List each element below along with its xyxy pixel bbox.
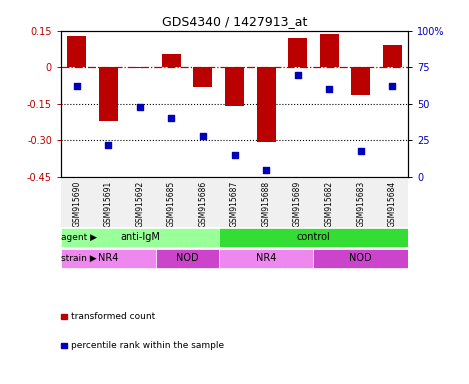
Point bbox=[231, 152, 238, 158]
Bar bbox=[320, 34, 339, 67]
Point bbox=[388, 83, 396, 89]
Text: NR4: NR4 bbox=[98, 253, 119, 263]
Bar bbox=[61, 249, 156, 268]
Text: GSM915685: GSM915685 bbox=[167, 181, 176, 227]
Text: transformed count: transformed count bbox=[71, 312, 155, 321]
Point bbox=[325, 86, 333, 92]
Point bbox=[294, 71, 302, 78]
Text: anti-IgM: anti-IgM bbox=[120, 232, 160, 242]
Text: control: control bbox=[296, 232, 330, 242]
Text: GSM915690: GSM915690 bbox=[72, 181, 81, 227]
Bar bbox=[156, 249, 219, 268]
Text: agent ▶: agent ▶ bbox=[61, 233, 97, 242]
Text: GSM915688: GSM915688 bbox=[262, 181, 271, 227]
Text: GSM915692: GSM915692 bbox=[136, 181, 144, 227]
Bar bbox=[383, 45, 402, 67]
Bar bbox=[162, 54, 181, 67]
Point bbox=[73, 83, 81, 89]
Point bbox=[262, 167, 270, 173]
Point bbox=[199, 133, 207, 139]
Bar bbox=[257, 67, 275, 142]
Bar bbox=[225, 67, 244, 106]
Text: GSM915684: GSM915684 bbox=[388, 181, 397, 227]
Point bbox=[357, 147, 364, 154]
Text: percentile rank within the sample: percentile rank within the sample bbox=[71, 341, 224, 350]
Bar bbox=[67, 36, 86, 67]
Point bbox=[136, 104, 144, 110]
Text: strain ▶: strain ▶ bbox=[61, 254, 97, 263]
Point bbox=[105, 142, 112, 148]
Text: GSM915689: GSM915689 bbox=[293, 181, 302, 227]
Bar bbox=[313, 249, 408, 268]
Bar bbox=[130, 67, 149, 68]
Bar bbox=[194, 67, 212, 87]
Text: NOD: NOD bbox=[176, 253, 198, 263]
Bar bbox=[219, 249, 313, 268]
Bar bbox=[61, 228, 219, 247]
Bar bbox=[288, 38, 307, 67]
Text: NOD: NOD bbox=[349, 253, 372, 263]
Bar bbox=[351, 67, 370, 95]
Text: GSM915682: GSM915682 bbox=[325, 181, 333, 227]
Text: GSM915686: GSM915686 bbox=[198, 181, 207, 227]
Bar bbox=[99, 67, 118, 121]
Text: GSM915691: GSM915691 bbox=[104, 181, 113, 227]
Text: GSM915683: GSM915683 bbox=[356, 181, 365, 227]
Text: GSM915687: GSM915687 bbox=[230, 181, 239, 227]
Title: GDS4340 / 1427913_at: GDS4340 / 1427913_at bbox=[162, 15, 307, 28]
Text: NR4: NR4 bbox=[256, 253, 276, 263]
Bar bbox=[219, 228, 408, 247]
Point bbox=[167, 115, 175, 121]
